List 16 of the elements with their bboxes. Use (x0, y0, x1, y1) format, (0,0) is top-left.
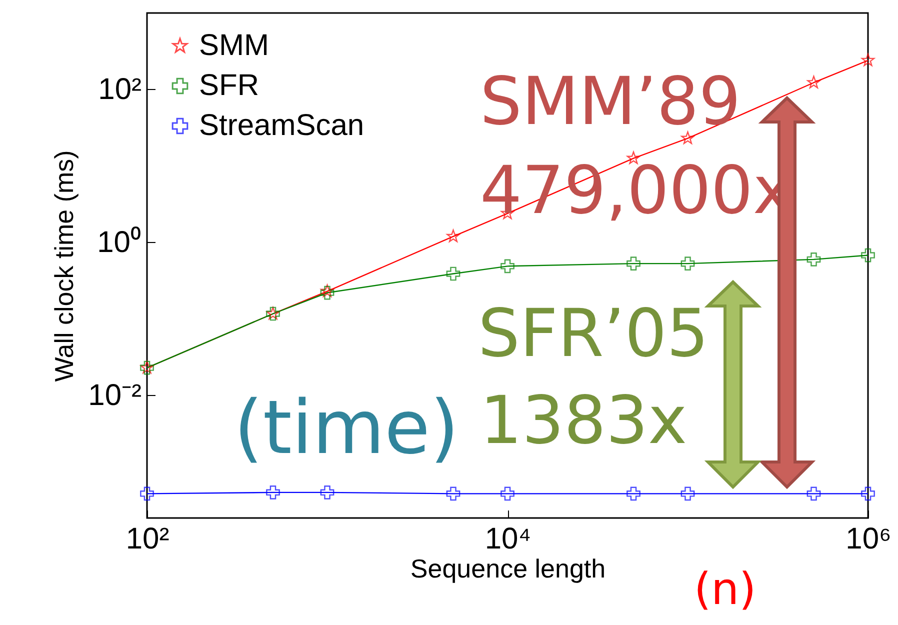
annotation: 1383x (480, 382, 688, 459)
legend-label: SMM (199, 29, 269, 62)
x-tick-label: 10⁶ (846, 522, 892, 556)
y-tick-label: 10⁻² (88, 378, 142, 412)
y-tick-label: 10⁰ (97, 226, 142, 259)
x-tick-label: 10⁴ (484, 522, 532, 556)
y-tick-label: 10² (98, 72, 142, 106)
y-axis-title: Wall clock time (ms) (49, 150, 80, 382)
legend-label: SFR (199, 69, 259, 102)
annotation: SMM’89 (480, 63, 741, 140)
annotation: (time) (234, 385, 459, 471)
annotation: SFR’05 (478, 295, 709, 372)
x-axis-title: Sequence length (410, 554, 606, 584)
text: (n) (694, 564, 756, 615)
x-tick-label: 10² (126, 522, 170, 556)
legend-label: StreamScan (199, 109, 364, 142)
